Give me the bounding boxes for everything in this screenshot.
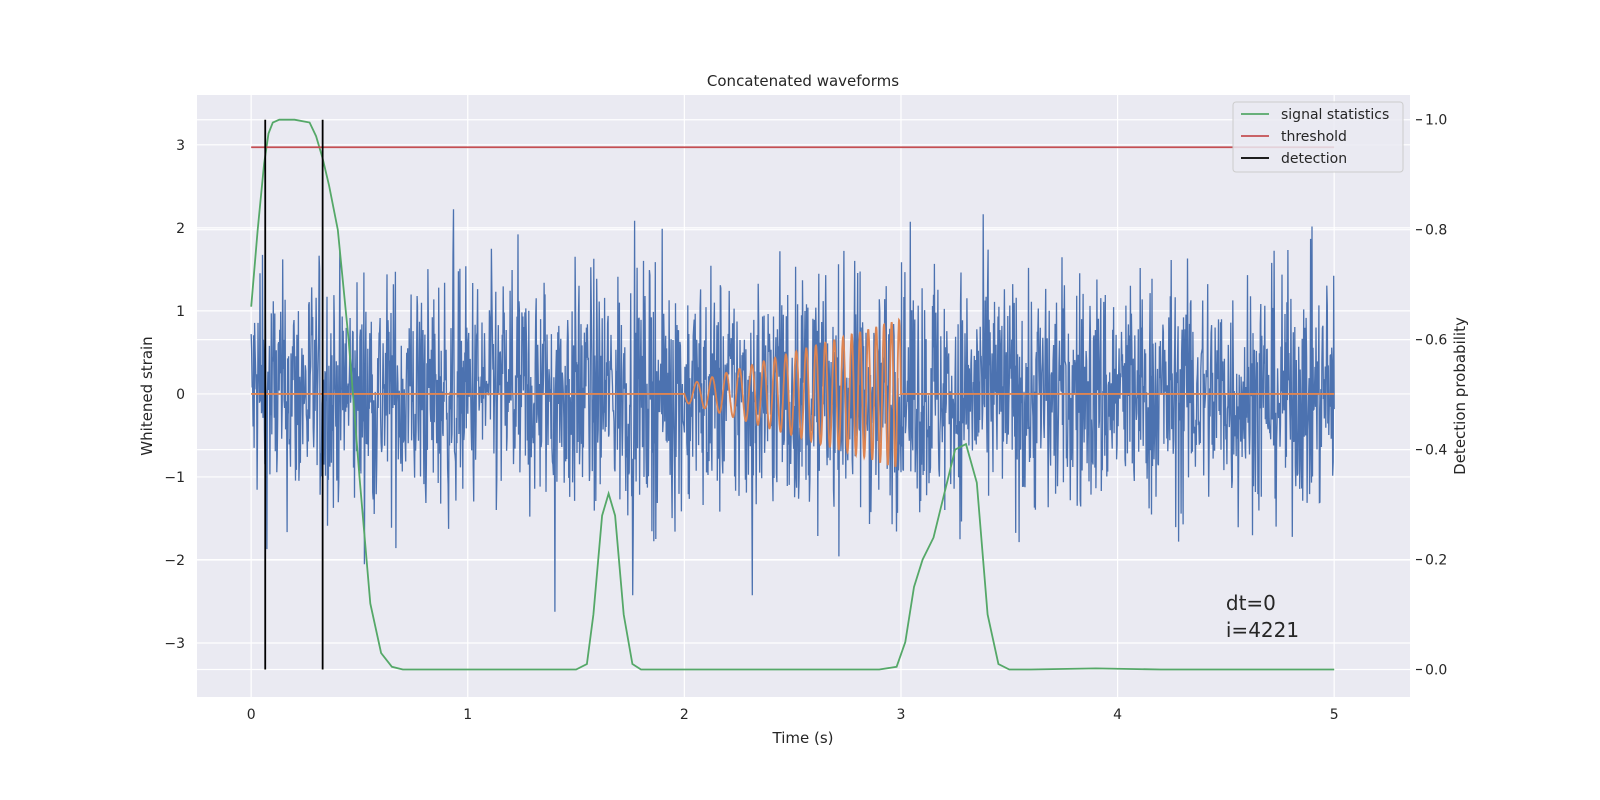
right-y-tick-label: 0.4: [1425, 443, 1447, 459]
x-tick-label: 4: [1113, 707, 1122, 723]
legend-label-threshold: threshold: [1281, 129, 1347, 145]
y-tick-label: 2: [176, 221, 185, 237]
right-y-tick-label: 0.2: [1425, 553, 1447, 569]
annotation-index: i=4221: [1226, 618, 1299, 642]
y-tick-label: 1: [176, 304, 185, 320]
right-y-axis-ticks: 0.0 0.2 0.4 0.6 0.8 1.0: [1416, 113, 1447, 679]
x-tick-label: 1: [463, 707, 472, 723]
right-y-tick-label: 1.0: [1425, 113, 1447, 129]
y-tick-label: −2: [164, 553, 185, 569]
x-axis-ticks: 0 1 2 3 4 5: [247, 707, 1339, 723]
right-y-axis-label: Detection probability: [1451, 317, 1469, 475]
legend-label-detection: detection: [1281, 151, 1347, 167]
right-y-tick-label: 0.6: [1425, 333, 1447, 349]
x-tick-label: 2: [680, 707, 689, 723]
chart-title: Concatenated waveforms: [707, 72, 899, 90]
right-y-tick-label: 0.0: [1425, 663, 1447, 679]
x-axis-label: Time (s): [772, 729, 834, 747]
plot-data: [250, 118, 1335, 671]
y-axis-label: Whitened strain: [138, 336, 156, 455]
legend: signal statistics threshold detection: [1232, 101, 1404, 173]
y-axis-ticks: −3 −2 −1 0 1 2 3: [164, 138, 185, 652]
x-tick-label: 3: [897, 707, 906, 723]
y-tick-label: −3: [164, 636, 185, 652]
y-tick-label: 3: [176, 138, 185, 154]
right-y-tick-label: 0.8: [1425, 223, 1447, 239]
legend-label-signal-statistics: signal statistics: [1281, 107, 1389, 123]
y-tick-label: −1: [164, 470, 185, 486]
x-tick-label: 5: [1330, 707, 1339, 723]
x-tick-label: 0: [247, 707, 256, 723]
injected-waveform-line: [251, 317, 1335, 468]
y-tick-label: 0: [176, 387, 185, 403]
detection-lines: [264, 119, 324, 670]
signal-statistics-line: [250, 118, 1335, 671]
legend-box: [1232, 101, 1404, 173]
annotation-dt: dt=0: [1226, 591, 1276, 615]
